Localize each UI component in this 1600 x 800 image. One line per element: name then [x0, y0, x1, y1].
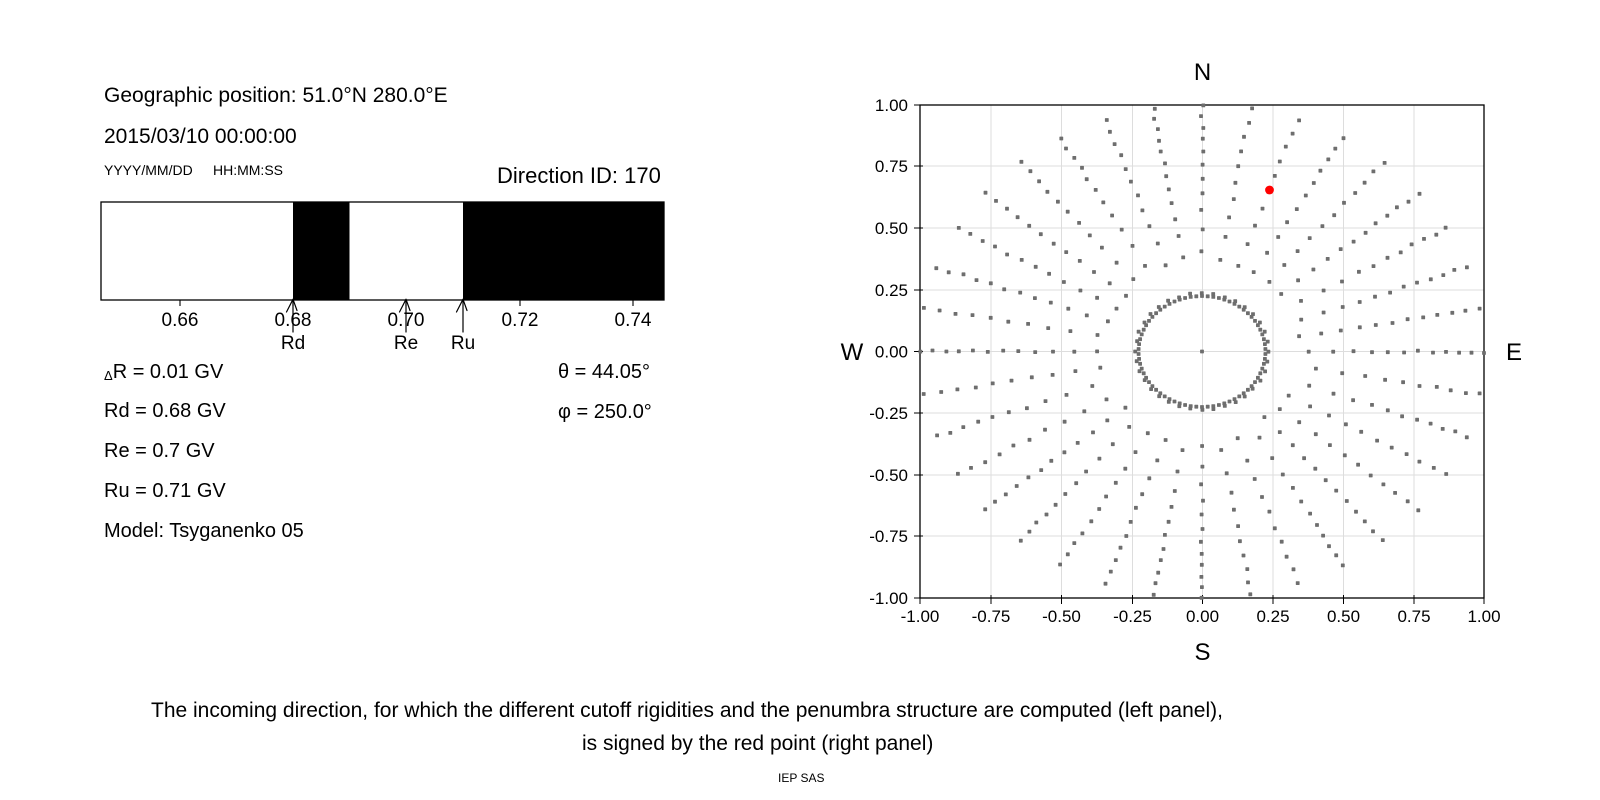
- svg-text:-0.75: -0.75: [972, 607, 1011, 626]
- svg-text:0.50: 0.50: [1327, 607, 1360, 626]
- svg-text:0.00: 0.00: [875, 343, 908, 362]
- svg-text:1.00: 1.00: [875, 96, 908, 115]
- svg-text:W: W: [841, 339, 864, 366]
- svg-text:-0.25: -0.25: [869, 404, 908, 423]
- svg-text:-0.50: -0.50: [1042, 607, 1081, 626]
- svg-text:E: E: [1506, 339, 1522, 366]
- svg-text:1.00: 1.00: [1467, 607, 1500, 626]
- svg-text:0.50: 0.50: [875, 219, 908, 238]
- svg-text:0.75: 0.75: [875, 157, 908, 176]
- svg-text:0.75: 0.75: [1397, 607, 1430, 626]
- svg-text:-0.25: -0.25: [1113, 607, 1152, 626]
- svg-text:-0.75: -0.75: [869, 527, 908, 546]
- svg-text:0.00: 0.00: [1186, 607, 1219, 626]
- svg-text:0.25: 0.25: [875, 281, 908, 300]
- svg-text:-0.50: -0.50: [869, 466, 908, 485]
- svg-text:N: N: [1194, 59, 1211, 86]
- svg-text:-1.00: -1.00: [901, 607, 940, 626]
- svg-text:-1.00: -1.00: [869, 589, 908, 608]
- svg-text:0.25: 0.25: [1256, 607, 1289, 626]
- svg-text:S: S: [1194, 639, 1210, 666]
